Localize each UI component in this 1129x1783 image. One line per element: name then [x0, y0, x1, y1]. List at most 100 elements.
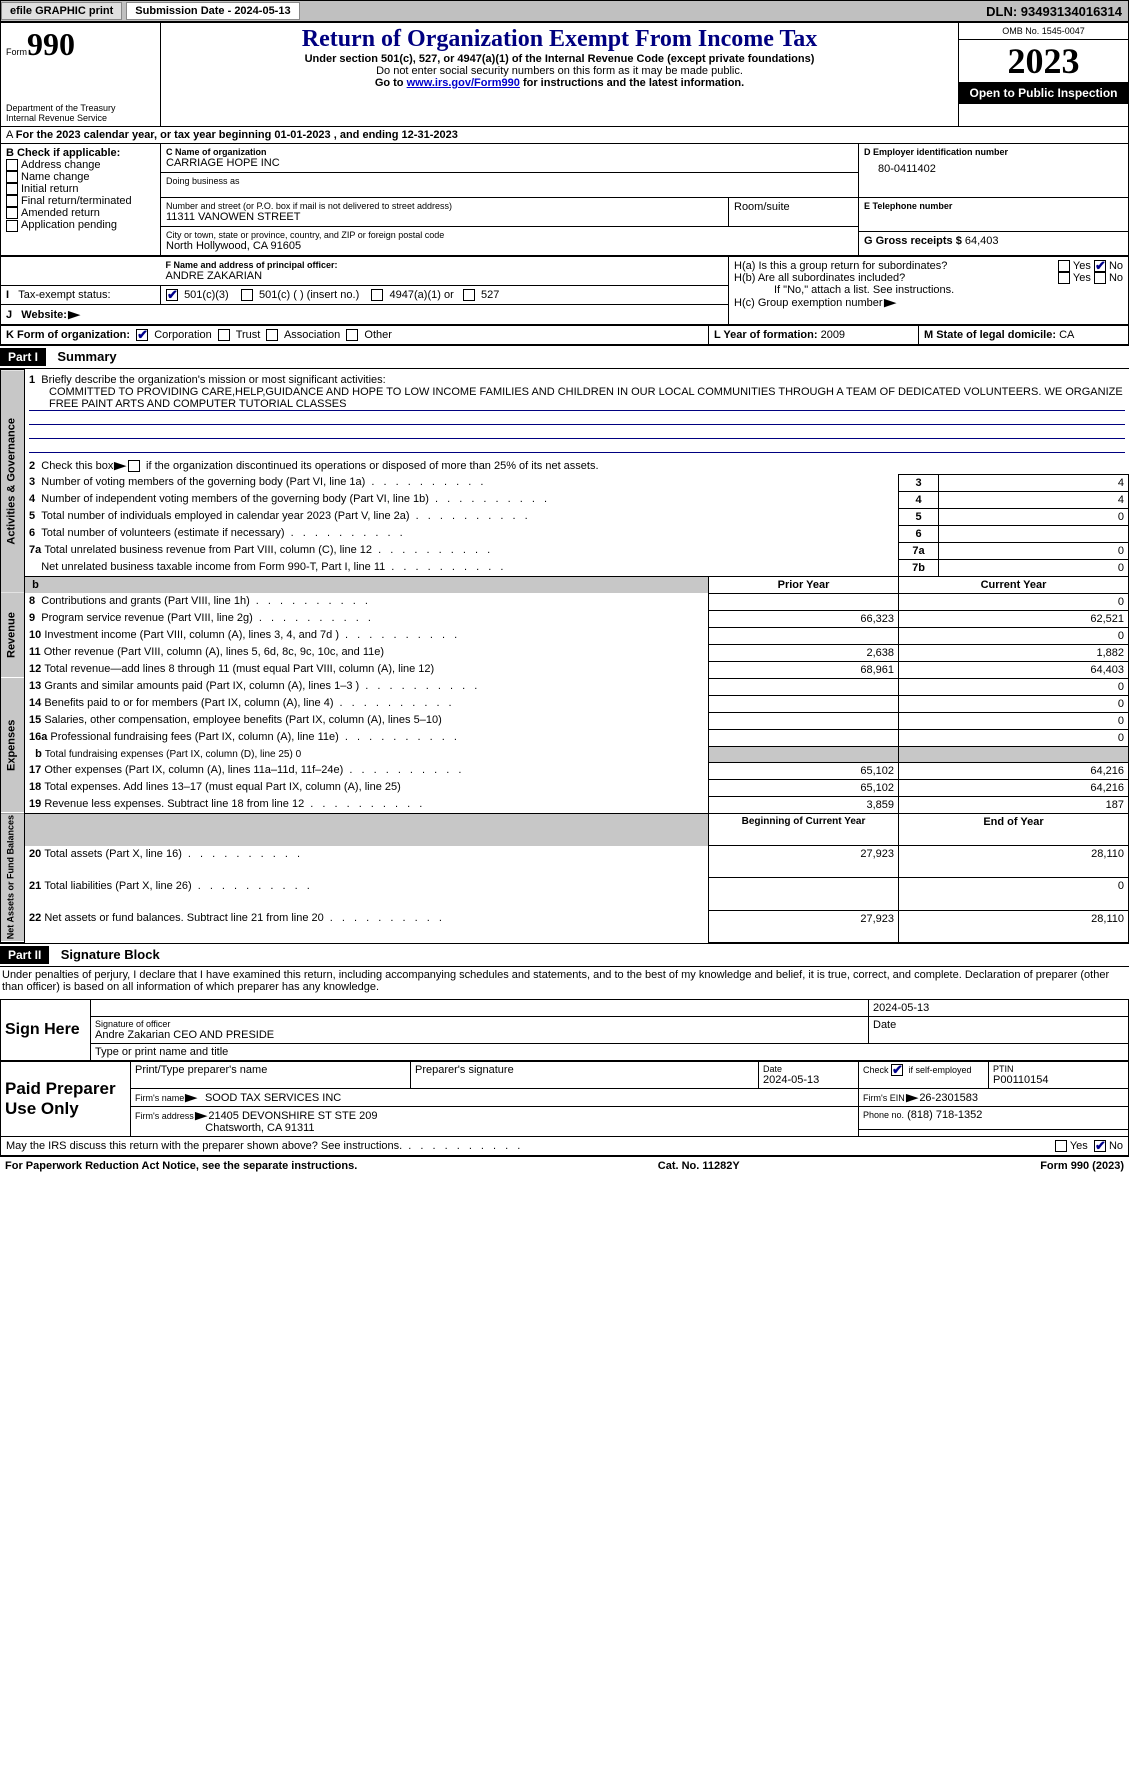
street-value: 11311 VANOWEN STREET	[166, 211, 723, 223]
irs-link[interactable]: www.irs.gov/Form990	[407, 77, 520, 89]
h-a-row: H(a) Is this a group return for subordin…	[734, 260, 1123, 272]
row-exp-14: 14 Benefits paid to or for members (Part…	[1, 695, 1129, 712]
firm-name: SOOD TAX SERVICES INC	[205, 1092, 341, 1104]
open-to-public: Open to Public Inspection	[959, 82, 1128, 104]
l1-label: Briefly describe the organization's miss…	[41, 374, 385, 386]
h-c-row: H(c) Group exemption number ▶	[734, 296, 1123, 309]
org-name-label: C Name of organization	[166, 147, 853, 157]
row-exp-18: 18 Total expenses. Add lines 13–17 (must…	[1, 779, 1129, 796]
paid-preparer-label: Paid Preparer Use Only	[1, 1061, 131, 1136]
perjury-declaration: Under penalties of perjury, I declare th…	[0, 967, 1129, 999]
row-exp-19: 19 Revenue less expenses. Subtract line …	[1, 796, 1129, 813]
part1-header: Part I	[0, 348, 46, 366]
form-number: 990	[27, 26, 75, 62]
sidebar-netassets: Net Assets or Fund Balances	[1, 813, 25, 942]
cb-amended-return[interactable]: Amended return	[6, 207, 155, 219]
year-formation: 2009	[821, 329, 845, 341]
dba-label: Doing business as	[166, 176, 853, 186]
hb-yes[interactable]	[1058, 272, 1070, 284]
city-value: North Hollywood, CA 91605	[166, 240, 853, 252]
row-ag-7a: 7a Total unrelated business revenue from…	[1, 542, 1129, 559]
cb-address-change[interactable]: Address change	[6, 159, 155, 171]
form-header-table: Form990 Department of the Treasury Inter…	[0, 22, 1129, 127]
col-prior-year: Prior Year	[709, 576, 899, 593]
form-footer: Form 990 (2023)	[1040, 1160, 1124, 1172]
cb-501c3[interactable]	[166, 289, 178, 301]
cb-other[interactable]	[346, 329, 358, 341]
row-ag-4: 4 Number of independent voting members o…	[1, 491, 1129, 508]
tax-exempt-options: 501(c)(3) 501(c) ( ) (insert no.) 4947(a…	[161, 286, 729, 305]
row-exp-15: 15 Salaries, other compensation, employe…	[1, 712, 1129, 729]
form-subtitle-1: Under section 501(c), 527, or 4947(a)(1)…	[166, 53, 953, 65]
cb-trust[interactable]	[218, 329, 230, 341]
col-begin-year: Beginning of Current Year	[709, 813, 899, 845]
cb-final-return[interactable]: Final return/terminated	[6, 195, 155, 207]
omb-number: OMB No. 1545-0047	[959, 23, 1128, 40]
cb-corporation[interactable]	[136, 329, 148, 341]
website-label: Website:	[21, 309, 67, 321]
gross-receipts: G Gross receipts $ 64,403	[864, 235, 1123, 247]
form-subtitle-3: Go to www.irs.gov/Form990 for instructio…	[166, 77, 953, 89]
col-current-year: Current Year	[899, 576, 1129, 593]
row-exp-16a: 16a Professional fundraising fees (Part …	[1, 729, 1129, 746]
form-subtitle-2: Do not enter social security numbers on …	[166, 65, 953, 77]
paid-preparer-block: Paid Preparer Use Only Print/Type prepar…	[0, 1061, 1129, 1137]
prep-sig-label: Preparer's signature	[411, 1061, 759, 1088]
mission-text: COMMITTED TO PROVIDING CARE,HELP,GUIDANC…	[29, 386, 1125, 411]
firm-addr2: Chatsworth, CA 91311	[205, 1122, 314, 1134]
tax-exempt-label: Tax-exempt status:	[18, 289, 110, 301]
row-exp-13: 13 Grants and similar amounts paid (Part…	[25, 678, 709, 695]
street-label: Number and street (or P.O. box if mail i…	[166, 201, 723, 211]
part1-title: Summary	[49, 349, 116, 364]
cb-self-employed[interactable]	[891, 1064, 903, 1076]
top-toolbar: efile GRAPHIC print Submission Date - 20…	[0, 0, 1129, 22]
ptin-value: P00110154	[993, 1074, 1124, 1086]
sidebar-activities: Activities & Governance	[1, 370, 25, 594]
cb-4947[interactable]	[371, 289, 383, 301]
city-label: City or town, state or province, country…	[166, 230, 853, 240]
row-exp-16b: b Total fundraising expenses (Part IX, c…	[1, 746, 1129, 762]
cb-501c[interactable]	[241, 289, 253, 301]
sign-here: Sign Here	[1, 999, 91, 1060]
part2-title: Signature Block	[53, 947, 160, 962]
row-rev-12: 12 Total revenue—add lines 8 through 11 …	[1, 661, 1129, 678]
efile-print-button[interactable]: efile GRAPHIC print	[1, 2, 122, 20]
submission-date-button[interactable]: Submission Date - 2024-05-13	[126, 2, 299, 20]
row-na-22: 22 Net assets or fund balances. Subtract…	[1, 910, 1129, 942]
sidebar-expenses: Expenses	[1, 678, 25, 813]
cb-discontinued[interactable]	[128, 460, 140, 472]
cb-association[interactable]	[266, 329, 278, 341]
hb-no[interactable]	[1094, 272, 1106, 284]
ha-yes[interactable]	[1058, 260, 1070, 272]
cb-application-pending[interactable]: Application pending	[6, 219, 155, 231]
row-rev-10: 10 Investment income (Part VIII, column …	[1, 627, 1129, 644]
row-ag-3: 3 Number of voting members of the govern…	[1, 474, 1129, 491]
cb-527[interactable]	[463, 289, 475, 301]
cb-initial-return[interactable]: Initial return	[6, 183, 155, 195]
sig-officer-name: Andre Zakarian CEO AND PRESIDE	[95, 1029, 864, 1041]
discuss-no[interactable]	[1094, 1140, 1106, 1152]
form-of-org: K Form of organization: Corporation Trus…	[1, 326, 709, 345]
klm-table: K Form of organization: Corporation Trus…	[0, 325, 1129, 345]
footer: For Paperwork Reduction Act Notice, see …	[0, 1156, 1129, 1175]
prep-date: 2024-05-13	[763, 1074, 854, 1086]
type-print-label: Type or print name and title	[91, 1043, 1129, 1060]
l2-text: Check this box ▶ if the organization dis…	[41, 460, 598, 472]
signature-block: Sign Here 2024-05-13 Signature of office…	[0, 999, 1129, 1061]
pra-notice: For Paperwork Reduction Act Notice, see …	[5, 1160, 357, 1172]
cb-name-change[interactable]: Name change	[6, 171, 155, 183]
row-na-20: 20 Total assets (Part X, line 16)27,9232…	[1, 846, 1129, 878]
row-rev-8: 8 Contributions and grants (Part VIII, l…	[25, 593, 709, 610]
firm-ein: 26-2301583	[919, 1092, 978, 1104]
dept-treasury: Department of the Treasury	[6, 103, 155, 113]
sig-date: 2024-05-13	[869, 999, 1129, 1016]
ha-no[interactable]	[1094, 260, 1106, 272]
row-ag-5: 5 Total number of individuals employed i…	[1, 508, 1129, 525]
h-b-note: If "No," attach a list. See instructions…	[734, 284, 1123, 296]
sig-officer-label: Signature of officer	[95, 1019, 864, 1029]
form-title: Return of Organization Exempt From Incom…	[166, 26, 953, 53]
row-na-21: 21 Total liabilities (Part X, line 26)0	[1, 878, 1129, 910]
sidebar-revenue: Revenue	[1, 593, 25, 678]
firm-phone: (818) 718-1352	[907, 1109, 982, 1121]
discuss-yes[interactable]	[1055, 1140, 1067, 1152]
